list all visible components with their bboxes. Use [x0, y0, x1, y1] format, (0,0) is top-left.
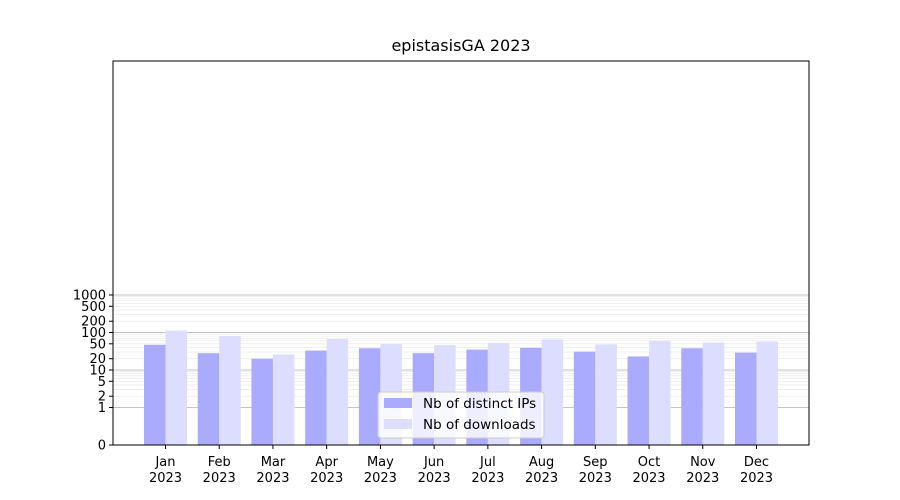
x-tick-label-month: Dec [744, 455, 769, 470]
legend-box [377, 391, 545, 439]
bar-distinct-ips [573, 351, 596, 445]
chart-title: epistasisGA 2023 [391, 36, 530, 55]
legend-label: Nb of downloads [423, 417, 536, 433]
x-tick-label-year: 2023 [686, 471, 719, 486]
x-tick-label-month: Apr [315, 455, 338, 470]
bar-downloads [165, 330, 187, 445]
x-axis: Jan2023Feb2023Mar2023Apr2023May2023Jun20… [149, 445, 773, 486]
bar-downloads [541, 339, 564, 445]
legend-label: Nb of distinct IPs [423, 396, 536, 412]
bar-downloads [272, 354, 295, 445]
bar-distinct-ips [251, 358, 273, 445]
x-tick-label-year: 2023 [418, 471, 451, 486]
bar-downloads [595, 344, 617, 445]
x-tick-label-year: 2023 [525, 471, 558, 486]
bar-distinct-ips [305, 350, 327, 445]
bar-distinct-ips [735, 352, 757, 445]
legend: Nb of distinct IPs Nb of downloads [377, 391, 545, 439]
x-tick-label-year: 2023 [256, 471, 289, 486]
y-tick-label: 500 [81, 300, 106, 315]
plot-frame [112, 60, 810, 446]
y-tick-label: 20 [89, 352, 106, 367]
x-tick-label-month: Jul [479, 455, 496, 470]
x-tick-label-month: Nov [690, 455, 716, 470]
y-tick-label: 100 [81, 326, 106, 341]
y-tick-label: 10 [89, 364, 106, 379]
y-tick-label: 200 [81, 315, 106, 330]
x-tick-label-month: Feb [208, 455, 231, 470]
x-tick-label-year: 2023 [740, 471, 773, 486]
x-tick-label-month: Sep [583, 455, 608, 470]
x-tick-label-year: 2023 [203, 471, 236, 486]
x-tick-label-year: 2023 [632, 471, 665, 486]
bar-downloads [702, 342, 725, 445]
bar-downloads [756, 341, 778, 445]
y-tick-label: 5 [98, 375, 106, 390]
y-tick-label: 0 [98, 439, 106, 454]
x-tick-label-year: 2023 [310, 471, 343, 486]
x-tick-label-month: May [367, 455, 394, 470]
x-tick-label-year: 2023 [364, 471, 397, 486]
x-tick-label-year: 2023 [579, 471, 612, 486]
x-tick-label-month: Oct [638, 455, 660, 470]
y-tick-label: 1 [98, 401, 106, 416]
bar-distinct-ips [144, 344, 166, 445]
bar-distinct-ips [358, 348, 381, 445]
bar-distinct-ips [627, 356, 650, 445]
y-tick-label: 1000 [73, 289, 106, 304]
x-tick-label-year: 2023 [149, 471, 182, 486]
x-tick-label-month: Mar [261, 455, 286, 470]
bar-distinct-ips [197, 353, 220, 445]
bar-downloads [649, 340, 671, 445]
bar-distinct-ips [681, 348, 703, 445]
x-tick-label-month: Aug [529, 455, 554, 470]
bar-downloads [326, 339, 349, 445]
x-tick-label-month: Jan [154, 455, 175, 470]
x-tick-label-year: 2023 [471, 471, 504, 486]
y-tick-label: 50 [89, 337, 106, 352]
x-tick-label-month: Jun [423, 455, 444, 470]
legend-swatch [384, 398, 412, 408]
bar-downloads [219, 336, 241, 445]
legend-swatch [384, 419, 412, 429]
y-tick-label: 2 [98, 390, 106, 405]
